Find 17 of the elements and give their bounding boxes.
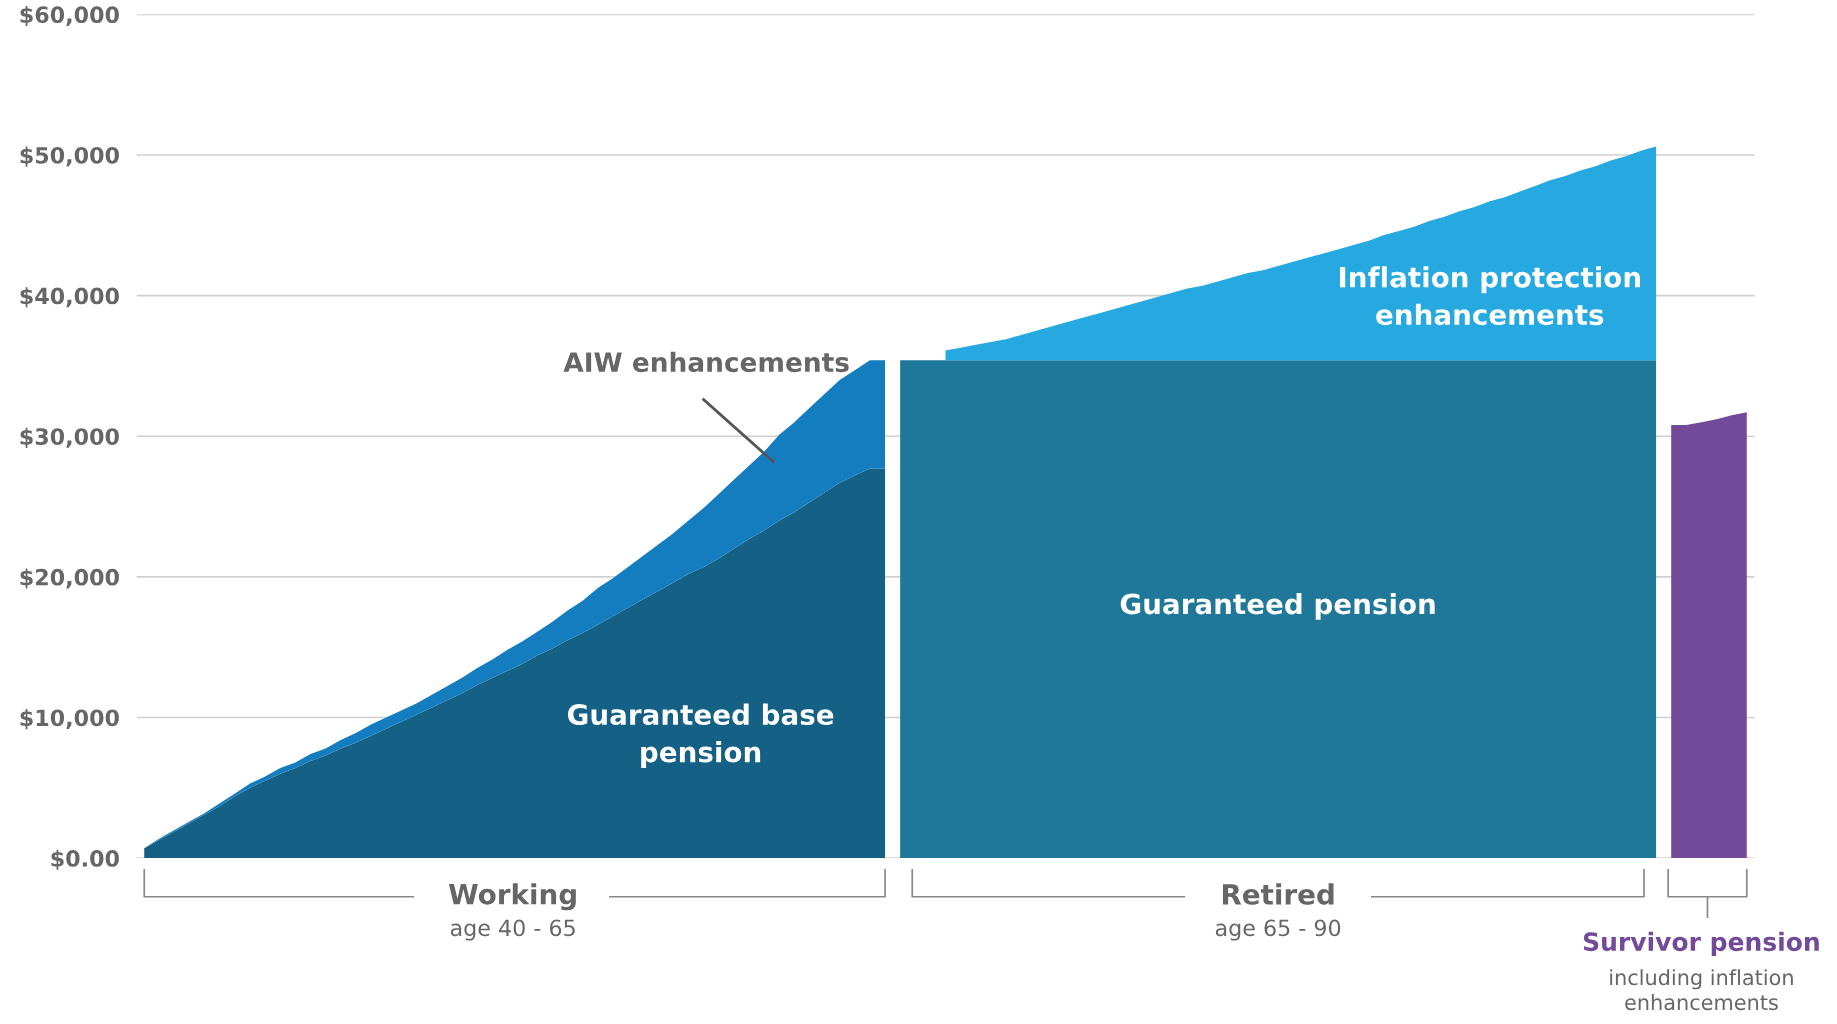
series-label: AIW enhancements bbox=[563, 351, 849, 373]
text: including inflation enhancements bbox=[1610, 969, 1793, 1011]
text: age 65 - 90 bbox=[1215, 919, 1341, 941]
y-tick-label: $0.00 bbox=[51, 849, 119, 870]
series-label: Guaranteed pension bbox=[1120, 592, 1435, 620]
text: Retired bbox=[1222, 883, 1334, 905]
y-tick-label: $30,000 bbox=[20, 427, 119, 448]
text: age 40 - 65 bbox=[450, 919, 575, 941]
text: Survivor pension bbox=[1583, 931, 1819, 956]
series-label: Inflation protection enhancements bbox=[1339, 266, 1640, 326]
y-tick-label: $50,000 bbox=[20, 146, 119, 167]
y-tick-label: $60,000 bbox=[20, 5, 119, 27]
y-tick-label: $40,000 bbox=[20, 287, 119, 308]
y-tick-label: $20,000 bbox=[20, 568, 119, 589]
text: Working bbox=[448, 883, 576, 911]
series-label: Guaranteed base pension bbox=[567, 703, 834, 768]
y-tick-label: $10,000 bbox=[20, 709, 119, 730]
